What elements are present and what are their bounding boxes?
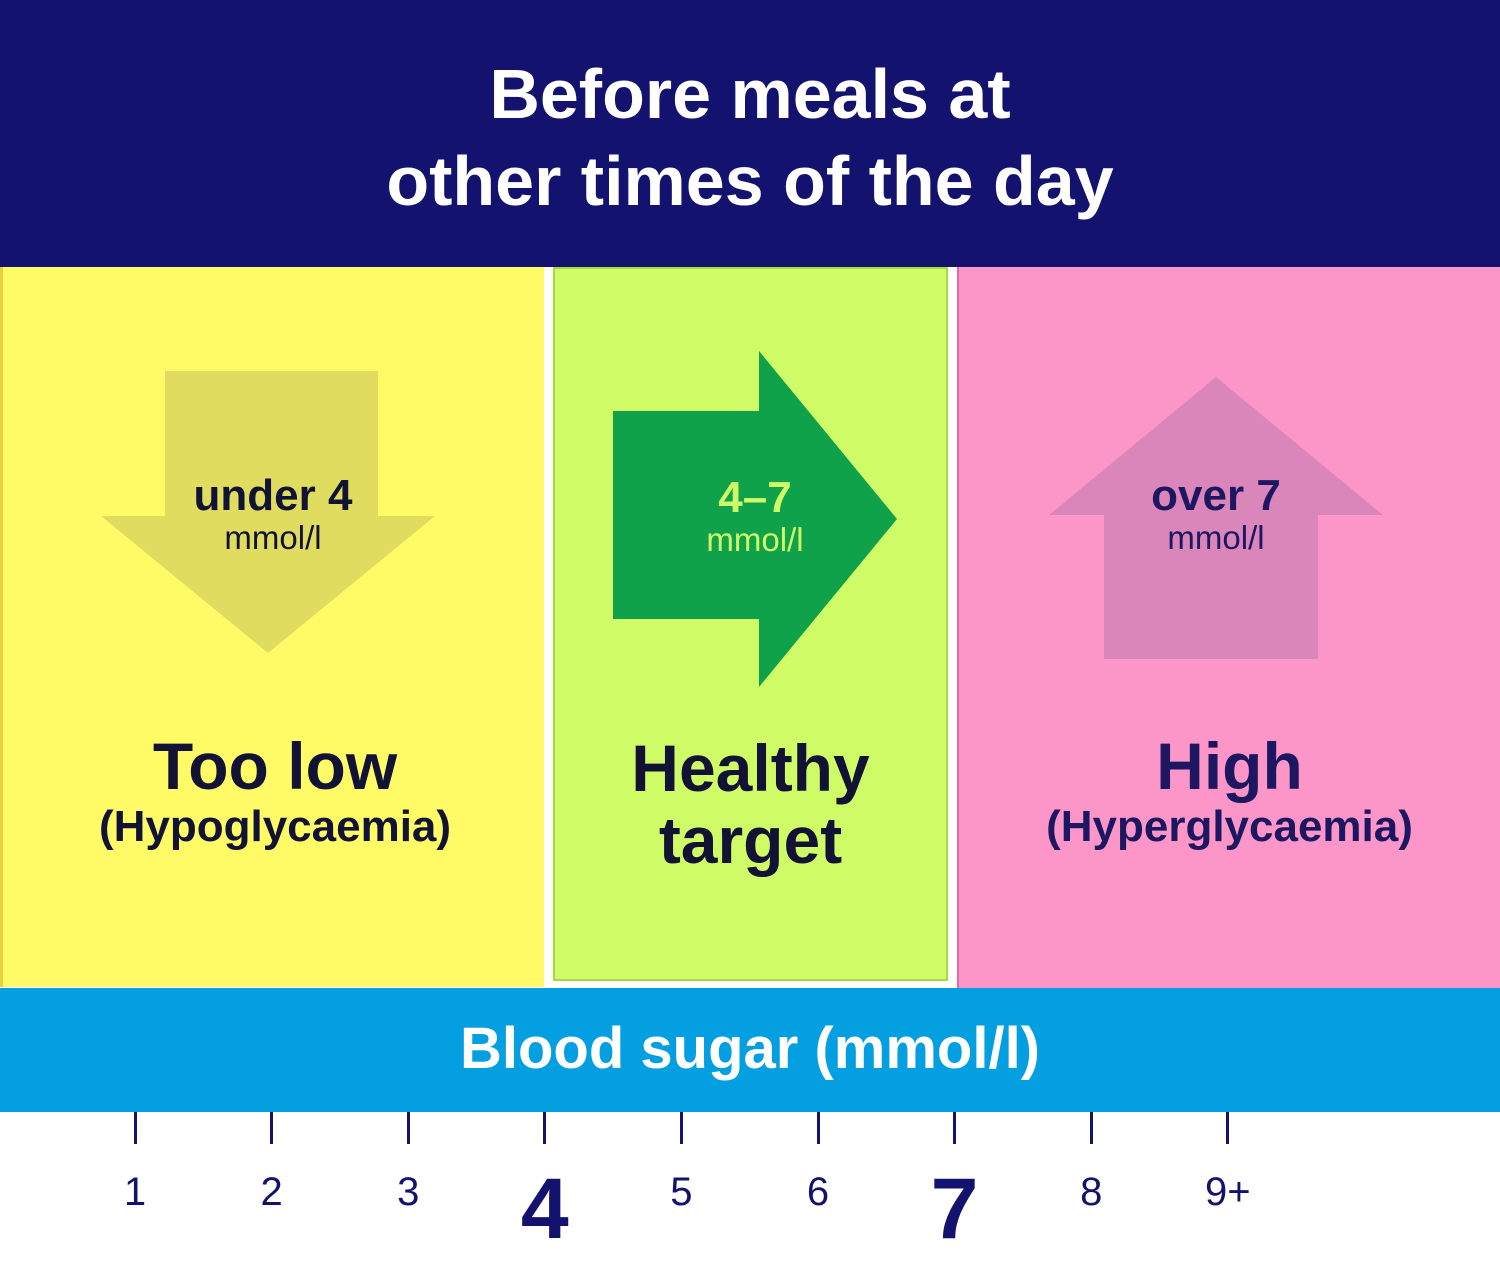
zone-healthy-title-line2: target — [658, 803, 843, 877]
zone-too-low-panel: under 4 mmol/l Too low (Hypoglycaemia) — [0, 267, 544, 987]
zone-healthy-panel: 4–7 mmol/l Healthy target — [553, 267, 948, 981]
header-banner: Before meals at other times of the day — [0, 0, 1500, 267]
arrow-down-icon — [101, 371, 435, 653]
zone-high-range-value: over 7 — [1151, 471, 1281, 520]
zone-low-range-unit: mmol/l — [224, 519, 322, 556]
zone-healthy-range: 4–7 mmol/l — [615, 474, 895, 558]
axis-title: Blood sugar (mmol/l) — [460, 1016, 1040, 1081]
axis-title-bar: Blood sugar (mmol/l) — [0, 988, 1500, 1112]
axis-tick-label: 6 — [806, 1170, 830, 1214]
zone-low-range: under 4 mmol/l — [133, 472, 413, 556]
zone-high-title: High — [1156, 729, 1303, 803]
zone-low-range-value: under 4 — [193, 471, 353, 520]
axis-tick-mark — [679, 1112, 683, 1144]
axis-tick-label: 9+ — [1204, 1170, 1251, 1214]
zone-healthy-range-unit: mmol/l — [706, 521, 804, 558]
zone-high-range: over 7 mmol/l — [1076, 472, 1356, 556]
header-title-line2: other times of the day — [386, 142, 1114, 220]
axis-tick-label: 4 — [520, 1161, 569, 1257]
blood-sugar-axis: 1 2 3 4 5 6 7 8 9+ — [0, 1112, 1500, 1269]
zone-healthy-range-value: 4–7 — [718, 473, 792, 522]
zone-low-label: Too low (Hypoglycaemia) — [3, 730, 547, 852]
axis-tick-mark — [1089, 1112, 1093, 1144]
axis-tick-label: 2 — [260, 1170, 283, 1214]
zone-high-range-unit: mmol/l — [1167, 519, 1265, 556]
zone-divider — [948, 267, 958, 987]
zone-high-panel: over 7 mmol/l High (Hyperglycaemia) — [957, 267, 1500, 989]
axis-tick-label: 7 — [930, 1161, 979, 1257]
axis-tick-mark — [1226, 1112, 1230, 1144]
axis-tick-label: 3 — [397, 1170, 420, 1214]
axis-tick-mark — [406, 1112, 410, 1144]
arrow-right-icon — [613, 351, 897, 687]
axis-tick-mark — [543, 1112, 547, 1144]
axis-tick-label: 8 — [1080, 1170, 1103, 1214]
axis-tick-label: 1 — [123, 1170, 147, 1214]
axis-tick-mark — [816, 1112, 820, 1144]
zone-high-label: High (Hyperglycaemia) — [959, 730, 1500, 852]
header-title-line1: Before meals at — [489, 55, 1011, 133]
axis-tick-mark — [270, 1112, 274, 1144]
zone-divider — [544, 267, 554, 987]
axis-tick-mark — [953, 1112, 957, 1144]
zone-healthy-label: Healthy target — [555, 732, 946, 876]
axis-tick-label: 5 — [670, 1170, 693, 1214]
axis-tick-mark — [133, 1112, 137, 1144]
zone-low-subtitle: (Hypoglycaemia) — [98, 802, 452, 851]
zone-low-title: Too low — [152, 729, 398, 803]
zone-healthy-title-line1: Healthy — [631, 731, 870, 805]
zone-high-subtitle: (Hyperglycaemia) — [1046, 802, 1413, 851]
arrow-up-icon — [1049, 377, 1383, 659]
